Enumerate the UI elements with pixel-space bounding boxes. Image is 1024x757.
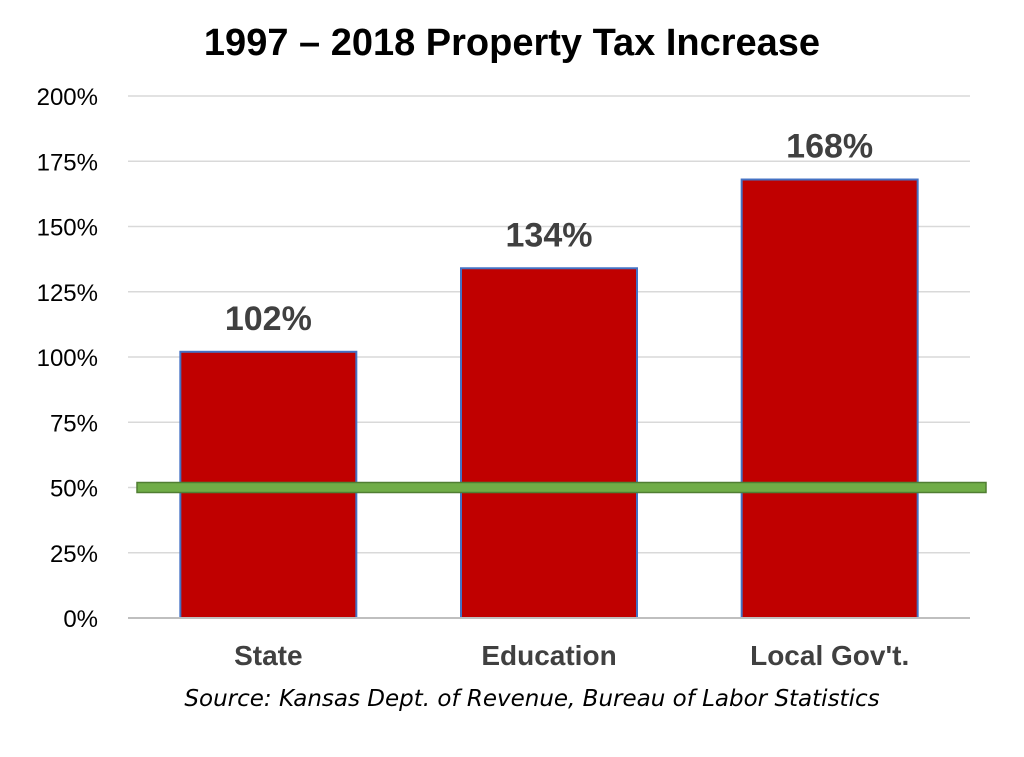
y-tick-label: 150% [37, 215, 98, 242]
y-tick-label: 100% [37, 345, 98, 372]
bar [460, 267, 638, 619]
y-tick-label: 75% [50, 410, 98, 437]
y-tick-label: 125% [37, 280, 98, 307]
y-tick-label: 200% [37, 84, 98, 111]
reference-line [136, 481, 987, 494]
data-label: 168% [786, 128, 873, 166]
y-tick-label: 25% [50, 541, 98, 568]
x-tick-label: Education [481, 640, 616, 671]
x-tick-label: Local Gov't. [750, 640, 909, 671]
chart-title: 1997 – 2018 Property Tax Increase [203, 22, 821, 64]
x-tick-label: State [234, 640, 302, 671]
data-label: 134% [506, 216, 593, 254]
chart-source: Source: Kansas Dept. of Revenue, Bureau … [184, 686, 880, 712]
bar [740, 178, 919, 620]
data-label: 102% [225, 300, 312, 338]
y-tick-label: 175% [37, 149, 98, 176]
y-tick-label: 50% [50, 476, 98, 503]
y-tick-label: 0% [63, 606, 98, 633]
